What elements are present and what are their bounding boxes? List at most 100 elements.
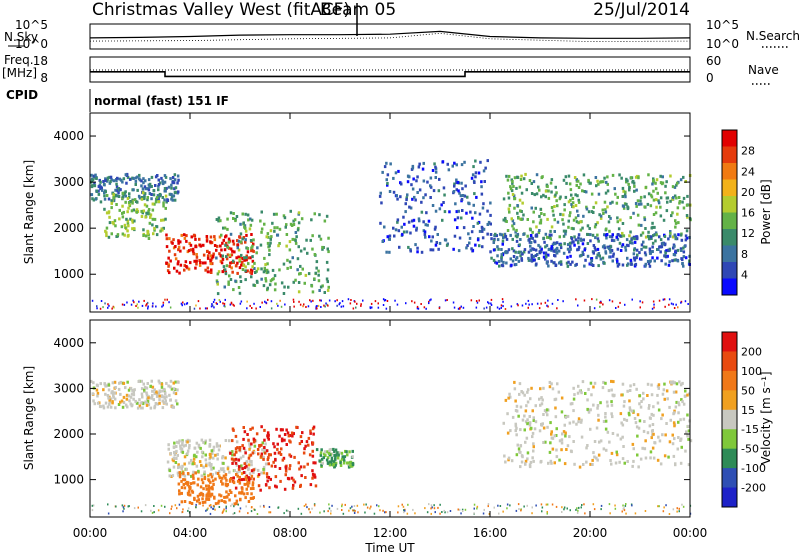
echo-cell (655, 198, 658, 202)
echo-cell (606, 182, 609, 186)
ground-speckle (137, 306, 139, 309)
echo-cell (453, 161, 456, 165)
echo-cell (453, 182, 456, 186)
echo-cell (517, 414, 520, 418)
echo-cell (664, 242, 667, 246)
echo-cell (282, 292, 286, 295)
echo-cell (227, 282, 230, 286)
echo-cell (515, 186, 518, 190)
echo-cell (516, 232, 520, 236)
echo-cell (238, 475, 241, 479)
echo-cell (622, 206, 626, 210)
echo-cell (198, 237, 201, 241)
echo-cell (559, 243, 563, 247)
ground-speckle (121, 303, 124, 306)
ground-speckle (323, 304, 325, 307)
ground-speckle (169, 306, 172, 309)
power-frame (89, 112, 691, 313)
echo-cell (113, 391, 116, 395)
echo-cell (198, 460, 202, 464)
echo-cell (210, 268, 213, 272)
echo-cell (628, 408, 632, 412)
echo-cell (497, 247, 500, 251)
echo-cell (653, 225, 656, 229)
echo-cell (599, 180, 602, 184)
echo-cell (585, 205, 588, 209)
echo-cell (616, 237, 620, 241)
echo-cell (221, 455, 225, 458)
echo-cell (502, 218, 505, 222)
echo-cell (654, 181, 657, 185)
echo-cell (538, 214, 541, 218)
echo-cell (174, 461, 178, 464)
echo-cell (231, 450, 234, 454)
ground-speckle (510, 305, 513, 308)
echo-cell (650, 436, 653, 440)
echo-cell (508, 392, 511, 396)
echo-cell (585, 190, 588, 194)
echo-cell (544, 245, 547, 249)
echo-cell (274, 484, 277, 488)
echo-cell (249, 223, 253, 227)
nsky-line (89, 30, 691, 39)
echo-cell (334, 448, 338, 452)
echo-cell (518, 250, 521, 254)
echo-cell (684, 238, 688, 242)
echo-cell (152, 232, 155, 236)
echo-cell (145, 391, 148, 395)
echo-cell (178, 489, 181, 493)
ground-speckle (592, 503, 595, 506)
ground-speckle (259, 306, 261, 308)
echo-cell (570, 202, 573, 206)
echo-cell (414, 243, 417, 247)
echo-cell (516, 211, 519, 215)
ground-speckle (383, 299, 386, 302)
ground-speckle (354, 300, 356, 303)
echo-cell (671, 433, 674, 437)
ground-speckle (487, 301, 489, 304)
power-colorbar-tick-label: 8 (741, 248, 748, 261)
echo-cell (520, 218, 523, 221)
echo-cell (291, 256, 294, 260)
ground-speckle (428, 302, 430, 305)
echo-cell (654, 211, 658, 215)
echo-cell (146, 399, 150, 403)
echo-cell (317, 279, 321, 283)
echo-cell (299, 435, 303, 439)
echo-cell (205, 239, 209, 243)
echo-cell (661, 392, 665, 396)
echo-cell (227, 240, 231, 244)
echo-cell (510, 459, 514, 463)
echo-cell (279, 479, 282, 483)
echo-cell (543, 409, 547, 413)
echo-cell (575, 422, 578, 426)
echo-cell (592, 264, 595, 267)
echo-cell (167, 443, 170, 447)
ground-speckle (246, 300, 248, 303)
echo-cell (99, 180, 102, 184)
echo-cell (592, 251, 595, 255)
echo-cell (420, 210, 424, 214)
echo-cell (647, 234, 650, 238)
echo-cell (216, 292, 220, 296)
echo-cell (628, 389, 632, 392)
echo-cell (555, 251, 559, 255)
ground-speckle (403, 511, 405, 514)
echo-cell (519, 254, 522, 258)
echo-cell (548, 450, 552, 454)
echo-cell (532, 210, 535, 214)
echo-cell (302, 451, 306, 455)
echo-cell (640, 247, 643, 251)
echo-cell (108, 402, 111, 406)
echo-cell (168, 249, 171, 253)
echo-cell (634, 262, 638, 266)
echo-cell (119, 400, 122, 404)
echo-cell (466, 244, 469, 247)
echo-cell (124, 386, 127, 390)
echo-cell (674, 235, 677, 239)
echo-cell (181, 443, 184, 447)
echo-cell (555, 241, 559, 245)
ground-speckle (412, 508, 414, 511)
echo-cell (438, 241, 442, 245)
velocity-colorbar-frame (721, 331, 738, 508)
